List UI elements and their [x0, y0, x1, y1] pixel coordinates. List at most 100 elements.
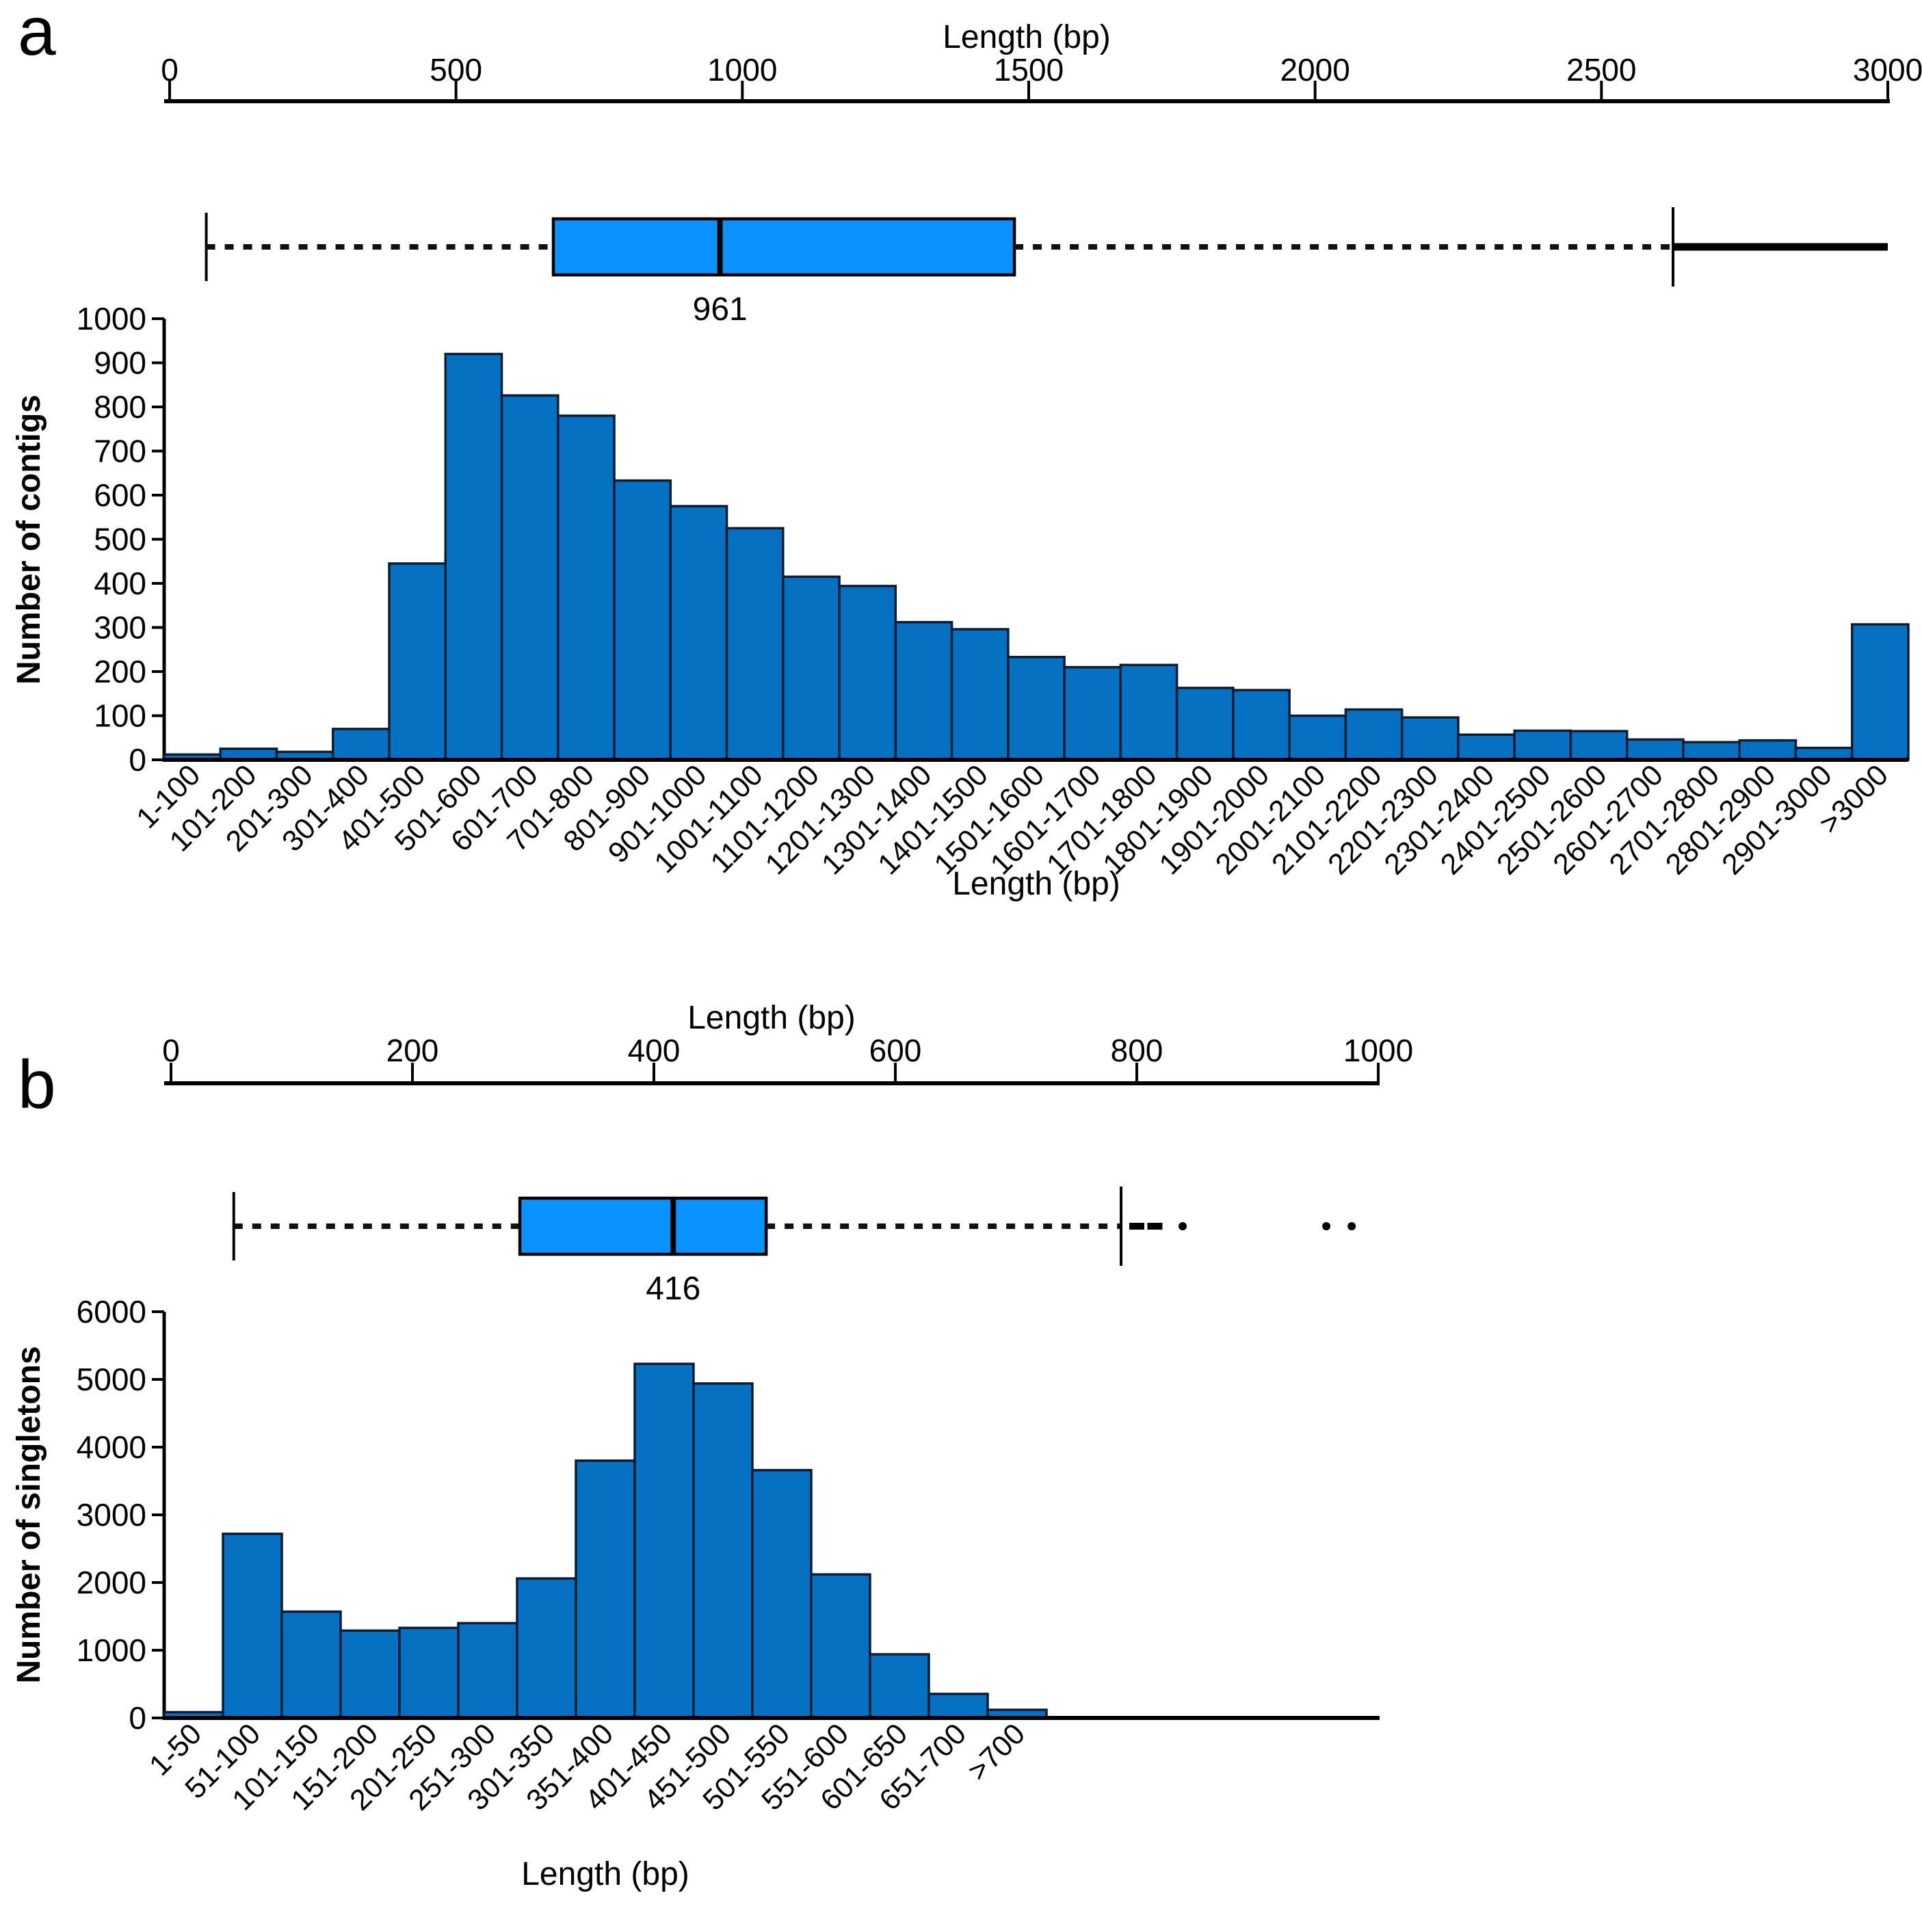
histogram-bars [163, 1362, 1048, 1719]
histogram-bar [1738, 739, 1798, 761]
histogram-bar [751, 1468, 813, 1719]
x-axis-title: Length (bp) [521, 1856, 689, 1892]
histogram-bar [1625, 738, 1685, 761]
top-axis-tick-label: 600 [869, 1033, 922, 1068]
box [551, 217, 1016, 277]
histogram-bar [557, 414, 616, 761]
x-axis-title: Length (bp) [952, 866, 1120, 902]
histogram-bar [1457, 733, 1516, 761]
histogram-bar [444, 352, 503, 761]
histogram-bar [1850, 623, 1910, 761]
outlier-dot [1322, 1222, 1331, 1230]
histogram-bar [613, 479, 672, 761]
histogram-bar [950, 628, 1010, 761]
histogram-bar [633, 1362, 695, 1719]
x-tick-labels: 1-100101-200201-300301-400401-500501-600… [130, 758, 1894, 881]
histogram-bar [500, 394, 560, 761]
top-axis-tick-label: 2500 [1566, 52, 1636, 88]
x-tick-label: >700 [962, 1717, 1031, 1787]
y-axis-title: Number of singletons [11, 1346, 47, 1683]
y-axis-tick-label: 200 [94, 654, 146, 689]
y-axis-title: Number of contigs [11, 395, 47, 685]
histogram-bar [838, 585, 897, 761]
histogram-bar [457, 1622, 518, 1719]
histogram-bar [894, 621, 953, 761]
histogram-bar [1682, 741, 1741, 761]
boxplot: 416 [232, 1187, 1356, 1307]
x-tick-labels: 1-5051-100101-150151-200201-250251-30030… [143, 1717, 1031, 1817]
panel-a-label: a [18, 0, 56, 70]
histogram-bar [398, 1626, 460, 1719]
median-value-label: 961 [693, 291, 748, 328]
histogram-bar [1063, 665, 1122, 761]
y-axis-tick-label: 1000 [77, 301, 146, 336]
histogram-bars [163, 352, 1910, 761]
histogram-bar [1232, 689, 1291, 761]
y-axis-tick-label: 4000 [77, 1429, 146, 1465]
histogram-bar [1513, 729, 1572, 761]
top-axis-tick-label: 500 [430, 52, 482, 88]
histogram-bar [339, 1629, 401, 1719]
outlier-dash [1147, 1223, 1163, 1230]
top-axis-tick-label: 1000 [1343, 1033, 1413, 1068]
y-axis-tick-label: 2000 [77, 1565, 146, 1600]
outlier-dot [1179, 1222, 1187, 1230]
y-axis-tick-label: 600 [94, 477, 146, 513]
histogram-bar [927, 1693, 989, 1719]
histogram-bar [692, 1382, 754, 1719]
top-axis: 0 500 1000 1500 2000 2500 3000 Length (bp) [161, 19, 1922, 103]
histogram-bar [1119, 663, 1179, 761]
histogram-bar [725, 527, 785, 761]
box [518, 1196, 768, 1256]
y-axis-tick-label: 6000 [77, 1294, 146, 1329]
y-axis-tick-label: 900 [94, 345, 146, 381]
y-axis-tick-label: 0 [129, 1700, 146, 1736]
histogram-bar [516, 1577, 577, 1719]
histogram: 0 100 200 300 400 500 600 700 800 900 1000 1-100101… [11, 301, 1910, 902]
top-axis-tick-label: 2000 [1280, 52, 1350, 88]
y-axis-tick-label: 5000 [77, 1362, 146, 1397]
histogram-bar [869, 1653, 930, 1719]
histogram-bar [1007, 655, 1066, 761]
top-axis-title: Length (bp) [943, 19, 1111, 55]
y-axis-tick-label: 700 [94, 434, 146, 469]
histogram-bar [1400, 716, 1460, 761]
histogram-bar [669, 505, 728, 761]
top-axis-tick-label: 0 [161, 52, 179, 88]
top-axis-tick-label: 0 [162, 1033, 180, 1068]
top-axis-tick-label: 3000 [1853, 52, 1922, 88]
y-axis-tick-label: 500 [94, 522, 146, 557]
y-axis-tick-label: 300 [94, 610, 146, 646]
top-axis-tick-label: 800 [1111, 1033, 1163, 1068]
histogram-bar [575, 1459, 636, 1719]
y-axis-tick-label: 3000 [77, 1497, 146, 1533]
histogram-bar [388, 562, 447, 761]
top-axis-title: Length (bp) [687, 1000, 856, 1036]
y-axis-tick-label: 1000 [77, 1632, 146, 1668]
y-axis-tick-label: 800 [94, 389, 146, 425]
panel-b-label: b [18, 1046, 56, 1123]
top-axis-tick-label: 400 [628, 1033, 681, 1068]
y-axis-tick-label: 400 [94, 566, 146, 601]
histogram-bar [810, 1573, 871, 1719]
histogram-bar [1175, 687, 1235, 761]
boxplot: 961 [205, 207, 1888, 328]
histogram-bar [332, 728, 391, 761]
outlier-dot [1347, 1222, 1356, 1230]
histogram-bar [222, 1532, 283, 1719]
histogram-bar [280, 1610, 342, 1719]
top-axis-tick-label: 1000 [707, 52, 777, 88]
outlier-dash [1129, 1223, 1144, 1230]
top-axis-tick-label: 1500 [994, 52, 1064, 88]
top-axis: 0 200 400 600 800 1000 Length (bp) [162, 1000, 1413, 1085]
y-axis-tick-label: 0 [129, 742, 146, 778]
histogram-bar [782, 575, 841, 761]
histogram-bar [1344, 708, 1404, 761]
histogram: 0 1000 2000 3000 4000 5000 6000 1-5051-100101-1… [11, 1294, 1380, 1892]
top-axis-tick-label: 200 [386, 1033, 439, 1068]
histogram-bar [1569, 730, 1629, 761]
y-axis-tick-label: 100 [94, 698, 146, 734]
median-value-label: 416 [646, 1271, 700, 1307]
